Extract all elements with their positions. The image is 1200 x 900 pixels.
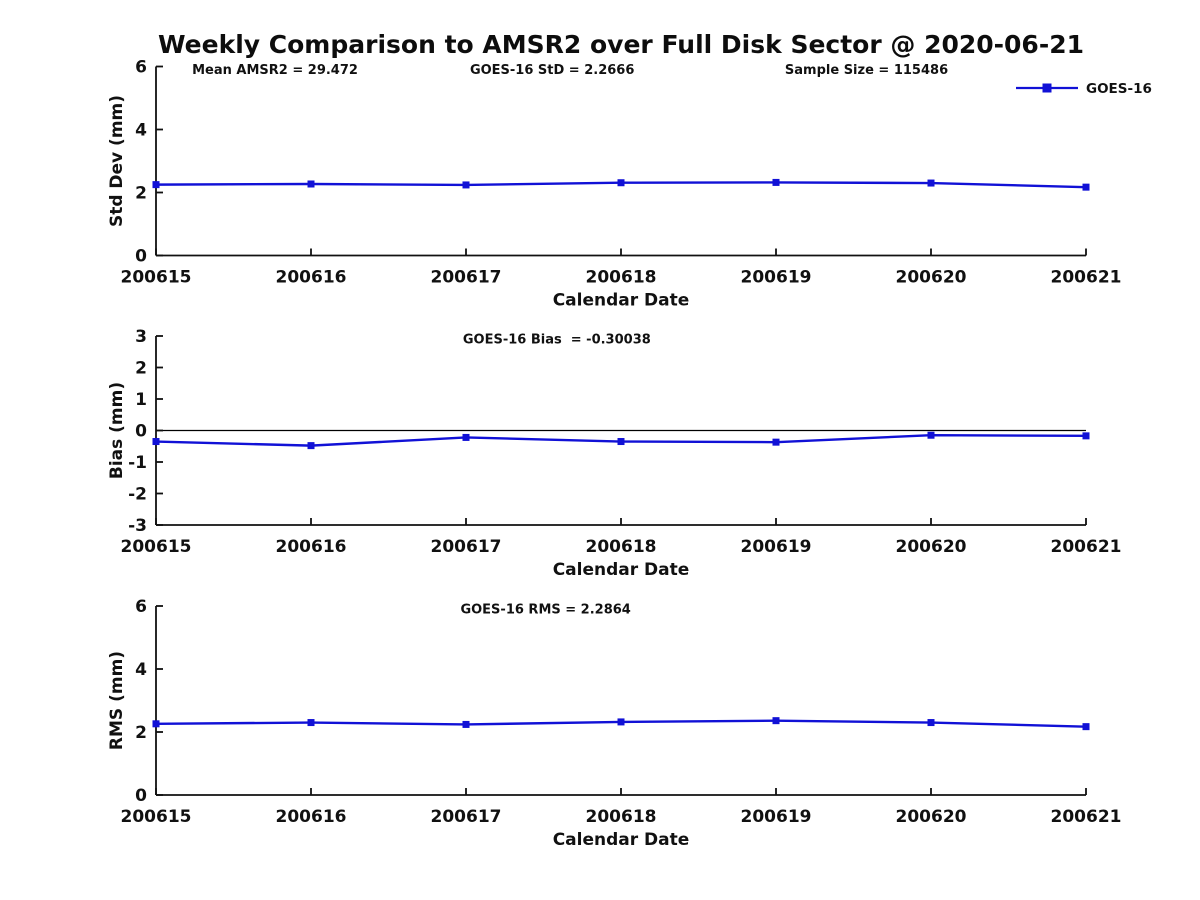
x-axis-label: Calendar Date — [553, 830, 690, 850]
goes16-marker — [772, 717, 780, 725]
x-tick-label: 200618 — [586, 537, 657, 557]
y-tick-label: 6 — [135, 597, 147, 617]
x-tick-label: 200620 — [896, 268, 967, 288]
goes16-marker — [1082, 723, 1090, 731]
goes16-marker — [462, 433, 470, 441]
x-tick-label: 200620 — [896, 537, 967, 557]
x-tick-label: 200618 — [586, 268, 657, 288]
x-tick-label: 200615 — [121, 807, 192, 827]
goes16-marker — [462, 720, 470, 728]
x-axis-label: Calendar Date — [553, 291, 690, 311]
goes16-marker — [617, 438, 625, 446]
goes16-marker — [617, 718, 625, 726]
x-tick-label: 200616 — [276, 268, 347, 288]
annotation: Mean AMSR2 = 29.472 — [192, 63, 358, 78]
goes16-marker — [1082, 432, 1090, 440]
annotation: Sample Size = 115486 — [785, 63, 948, 78]
y-tick-label: 4 — [135, 660, 147, 680]
y-tick-label: -2 — [128, 485, 147, 505]
annotation: GOES-16 StD = 2.2666 — [470, 63, 634, 78]
y-tick-label: -1 — [128, 453, 147, 473]
x-tick-label: 200619 — [741, 537, 812, 557]
goes16-marker — [152, 181, 160, 189]
x-tick-label: 200621 — [1051, 537, 1122, 557]
goes16-marker — [307, 442, 315, 450]
legend-label: GOES-16 — [1086, 81, 1152, 97]
goes16-marker — [152, 720, 160, 728]
figure-title: Weekly Comparison to AMSR2 over Full Dis… — [157, 30, 1084, 59]
goes16-marker — [772, 178, 780, 186]
x-tick-label: 200619 — [741, 268, 812, 288]
annotation: GOES-16 RMS = 2.2864 — [460, 603, 630, 618]
goes16-marker — [307, 180, 315, 188]
y-axis-label: Std Dev (mm) — [107, 95, 127, 227]
y-tick-label: 1 — [135, 390, 147, 410]
x-tick-label: 200616 — [276, 537, 347, 557]
y-tick-label: 2 — [135, 184, 147, 204]
goes16-marker — [462, 181, 470, 189]
goes16-marker — [927, 719, 935, 727]
goes16-marker — [1082, 183, 1090, 191]
y-axis-label: RMS (mm) — [107, 651, 127, 750]
goes16-marker — [307, 719, 315, 727]
x-tick-label: 200621 — [1051, 807, 1122, 827]
y-tick-label: 0 — [135, 422, 147, 442]
x-axis-label: Calendar Date — [553, 560, 690, 580]
y-tick-label: 2 — [135, 723, 147, 743]
x-tick-label: 200619 — [741, 807, 812, 827]
x-tick-label: 200615 — [121, 268, 192, 288]
y-tick-label: 3 — [135, 327, 147, 347]
x-tick-label: 200621 — [1051, 268, 1122, 288]
x-tick-label: 200620 — [896, 807, 967, 827]
x-tick-label: 200617 — [431, 268, 502, 288]
y-tick-label: -3 — [128, 516, 147, 536]
x-tick-label: 200617 — [431, 537, 502, 557]
x-tick-label: 200618 — [586, 807, 657, 827]
y-tick-label: 0 — [135, 247, 147, 267]
y-tick-label: 0 — [135, 786, 147, 806]
y-tick-label: 6 — [135, 58, 147, 78]
x-tick-label: 200615 — [121, 537, 192, 557]
legend-marker — [1042, 83, 1052, 93]
x-tick-label: 200616 — [276, 807, 347, 827]
goes16-marker — [152, 438, 160, 446]
goes16-marker — [772, 438, 780, 446]
y-axis-label: Bias (mm) — [107, 382, 127, 479]
y-tick-label: 4 — [135, 121, 147, 141]
annotation: GOES-16 Bias = -0.30038 — [463, 333, 651, 348]
goes16-marker — [617, 179, 625, 187]
goes16-marker — [927, 431, 935, 439]
y-tick-label: 2 — [135, 359, 147, 379]
goes16-marker — [927, 179, 935, 187]
x-tick-label: 200617 — [431, 807, 502, 827]
